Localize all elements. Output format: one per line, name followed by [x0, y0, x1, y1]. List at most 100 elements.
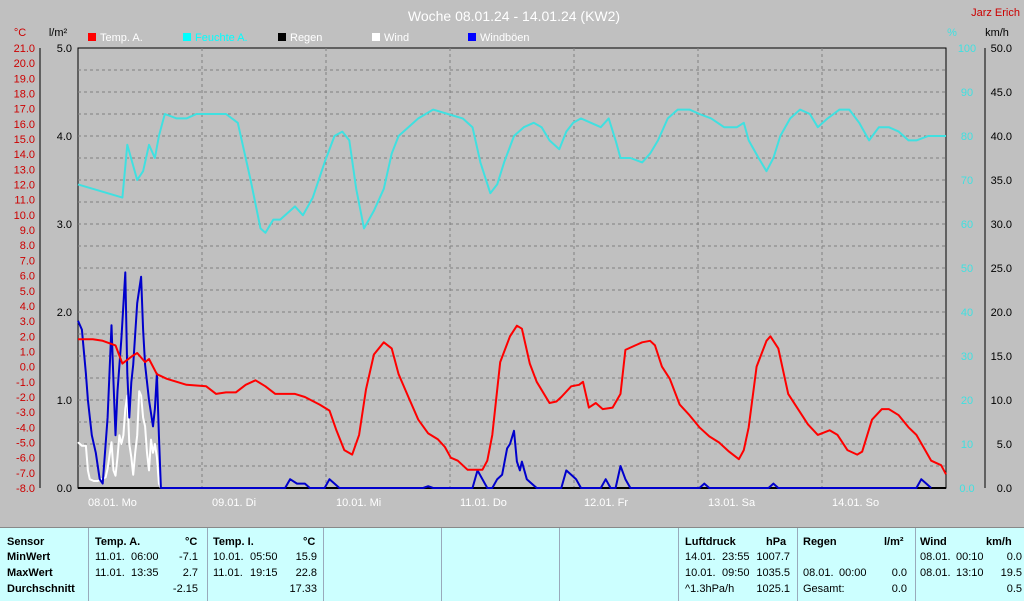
wind-unit-label: km/h	[985, 27, 1009, 39]
temp-tick-label: -6.0	[16, 453, 35, 465]
temp-a-min-date: 11.01.	[95, 551, 125, 563]
pressure-min-time: 23:55	[722, 551, 750, 563]
x-tick-label: 08.01. Mo	[88, 497, 137, 509]
author-label: Jarz Erich	[971, 7, 1020, 19]
pressure-unit: hPa	[766, 536, 787, 548]
hum-tick-label: 50	[961, 263, 973, 275]
x-tick-label: 10.01. Mi	[336, 497, 381, 509]
wind-max-value: 19.5	[1000, 567, 1022, 579]
pressure-max-date: 10.01.	[685, 567, 716, 579]
series-humidity	[77, 108, 946, 234]
weather-chart: Woche 08.01.24 - 14.01.24 (KW2) Jarz Eri…	[13, 7, 1020, 509]
rain-total-label: Gesamt:	[803, 583, 845, 595]
legend-label: Regen	[290, 32, 322, 44]
pressure-header: Luftdruck	[685, 536, 736, 548]
rain-tick-label: 4.0	[57, 131, 72, 143]
temp-tick-label: 10.0	[14, 210, 35, 222]
temp-tick-label: -7.0	[16, 468, 35, 480]
series-wind	[77, 390, 162, 489]
rain-tick-label: 5.0	[57, 43, 72, 55]
wind-min-date: 08.01.	[920, 551, 951, 563]
hum-tick-label: 70	[961, 175, 973, 187]
pressure-min-date: 14.01.	[685, 551, 716, 563]
wind-tick-label: 45.0	[991, 87, 1012, 99]
statistics-panel: Sensor MinWert MaxWert Durchschnitt Temp…	[0, 527, 1024, 601]
rain-tick-label: 1.0	[57, 395, 72, 407]
x-tick-label: 14.01. So	[832, 497, 879, 509]
temp-a-max-value: 2.7	[182, 567, 198, 579]
temp-tick-label: 19.0	[14, 73, 35, 85]
temp-tick-label: 17.0	[14, 104, 35, 116]
row-label-min: MinWert	[7, 551, 51, 563]
temp-tick-label: 3.0	[20, 316, 35, 328]
wind-tick-label: 10.0	[991, 395, 1012, 407]
wind-tick-label: 50.0	[991, 43, 1012, 55]
temp-tick-label: 15.0	[14, 134, 35, 146]
legend-swatch	[88, 33, 96, 41]
hum-tick-label: 10	[961, 439, 973, 451]
wind-max-date: 08.01.	[920, 567, 951, 579]
x-tick-label: 09.01. Di	[212, 497, 256, 509]
hum-tick-label: 100	[958, 43, 976, 55]
hum-tick-label: 60	[961, 219, 973, 231]
temp-i-avg-value: 17.33	[289, 583, 317, 595]
wind-header: Wind	[920, 536, 947, 548]
rain-unit-label: l/m²	[49, 27, 68, 39]
temp-i-unit: °C	[303, 536, 316, 548]
legend-swatch	[372, 33, 380, 41]
rain-unit: l/m²	[884, 536, 904, 548]
temp-tick-label: 7.0	[20, 255, 35, 267]
wind-avg-value: 0.5	[1006, 583, 1022, 595]
rain-tick-label: 3.0	[57, 219, 72, 231]
temp-tick-label: 2.0	[20, 331, 35, 343]
temp-tick-label: -3.0	[16, 407, 35, 419]
legend-label: Temp. A.	[100, 32, 143, 44]
wind-tick-label: 40.0	[991, 131, 1012, 143]
temp-i-max-date: 11.01.	[213, 567, 243, 579]
hum-tick-label: 90	[961, 87, 973, 99]
rain-max-date: 08.01.	[803, 567, 834, 579]
temp-tick-label: 8.0	[20, 240, 35, 252]
x-tick-label: 11.01. Do	[460, 497, 507, 509]
chart-title: Woche 08.01.24 - 14.01.24 (KW2)	[408, 8, 620, 24]
pressure-avg-value: 1025.1	[756, 583, 790, 595]
rain-total-value: 0.0	[891, 583, 907, 595]
temp-tick-label: 9.0	[20, 225, 35, 237]
temp-tick-label: 20.0	[14, 58, 35, 70]
temp-tick-label: -5.0	[16, 437, 35, 449]
temp-a-unit: °C	[185, 536, 198, 548]
temp-tick-label: -4.0	[16, 422, 35, 434]
hum-tick-label: 20	[961, 395, 973, 407]
temp-i-min-value: 15.9	[295, 551, 317, 563]
temp-unit-label: °C	[14, 27, 26, 39]
pressure-max-time: 09:50	[722, 567, 750, 579]
temp-i-max-value: 22.8	[295, 567, 317, 579]
temp-tick-label: 21.0	[14, 43, 35, 55]
series-wind-gusts	[77, 271, 932, 489]
wind-unit: km/h	[986, 536, 1012, 548]
wind-tick-label: 20.0	[991, 307, 1012, 319]
temp-i-min-time: 05:50	[250, 551, 278, 563]
wind-tick-label: 0.0	[997, 483, 1012, 495]
wind-tick-label: 5.0	[997, 439, 1012, 451]
wind-min-value: 0.0	[1006, 551, 1022, 563]
temp-tick-label: 13.0	[14, 164, 35, 176]
temp-tick-label: 11.0	[14, 195, 35, 207]
temp-a-min-value: -7.1	[179, 551, 198, 563]
chart-series	[77, 108, 947, 489]
legend-label: Windböen	[480, 32, 530, 44]
temp-tick-label: 5.0	[20, 286, 35, 298]
temp-tick-label: 0.0	[20, 362, 35, 374]
legend-swatch	[183, 33, 191, 41]
temp-i-max-time: 19:15	[250, 567, 278, 579]
x-tick-label: 13.01. Sa	[708, 497, 756, 509]
temp-i-min-date: 10.01.	[213, 551, 244, 563]
temp-a-min-time: 06:00	[131, 551, 159, 563]
temp-i-header: Temp. I.	[213, 536, 254, 548]
temp-a-max-date: 11.01.	[95, 567, 125, 579]
legend-label: Feuchte A.	[195, 32, 248, 44]
temp-a-header: Temp. A.	[95, 536, 141, 548]
x-tick-label: 12.01. Fr	[584, 497, 628, 509]
temp-tick-label: 18.0	[14, 89, 35, 101]
